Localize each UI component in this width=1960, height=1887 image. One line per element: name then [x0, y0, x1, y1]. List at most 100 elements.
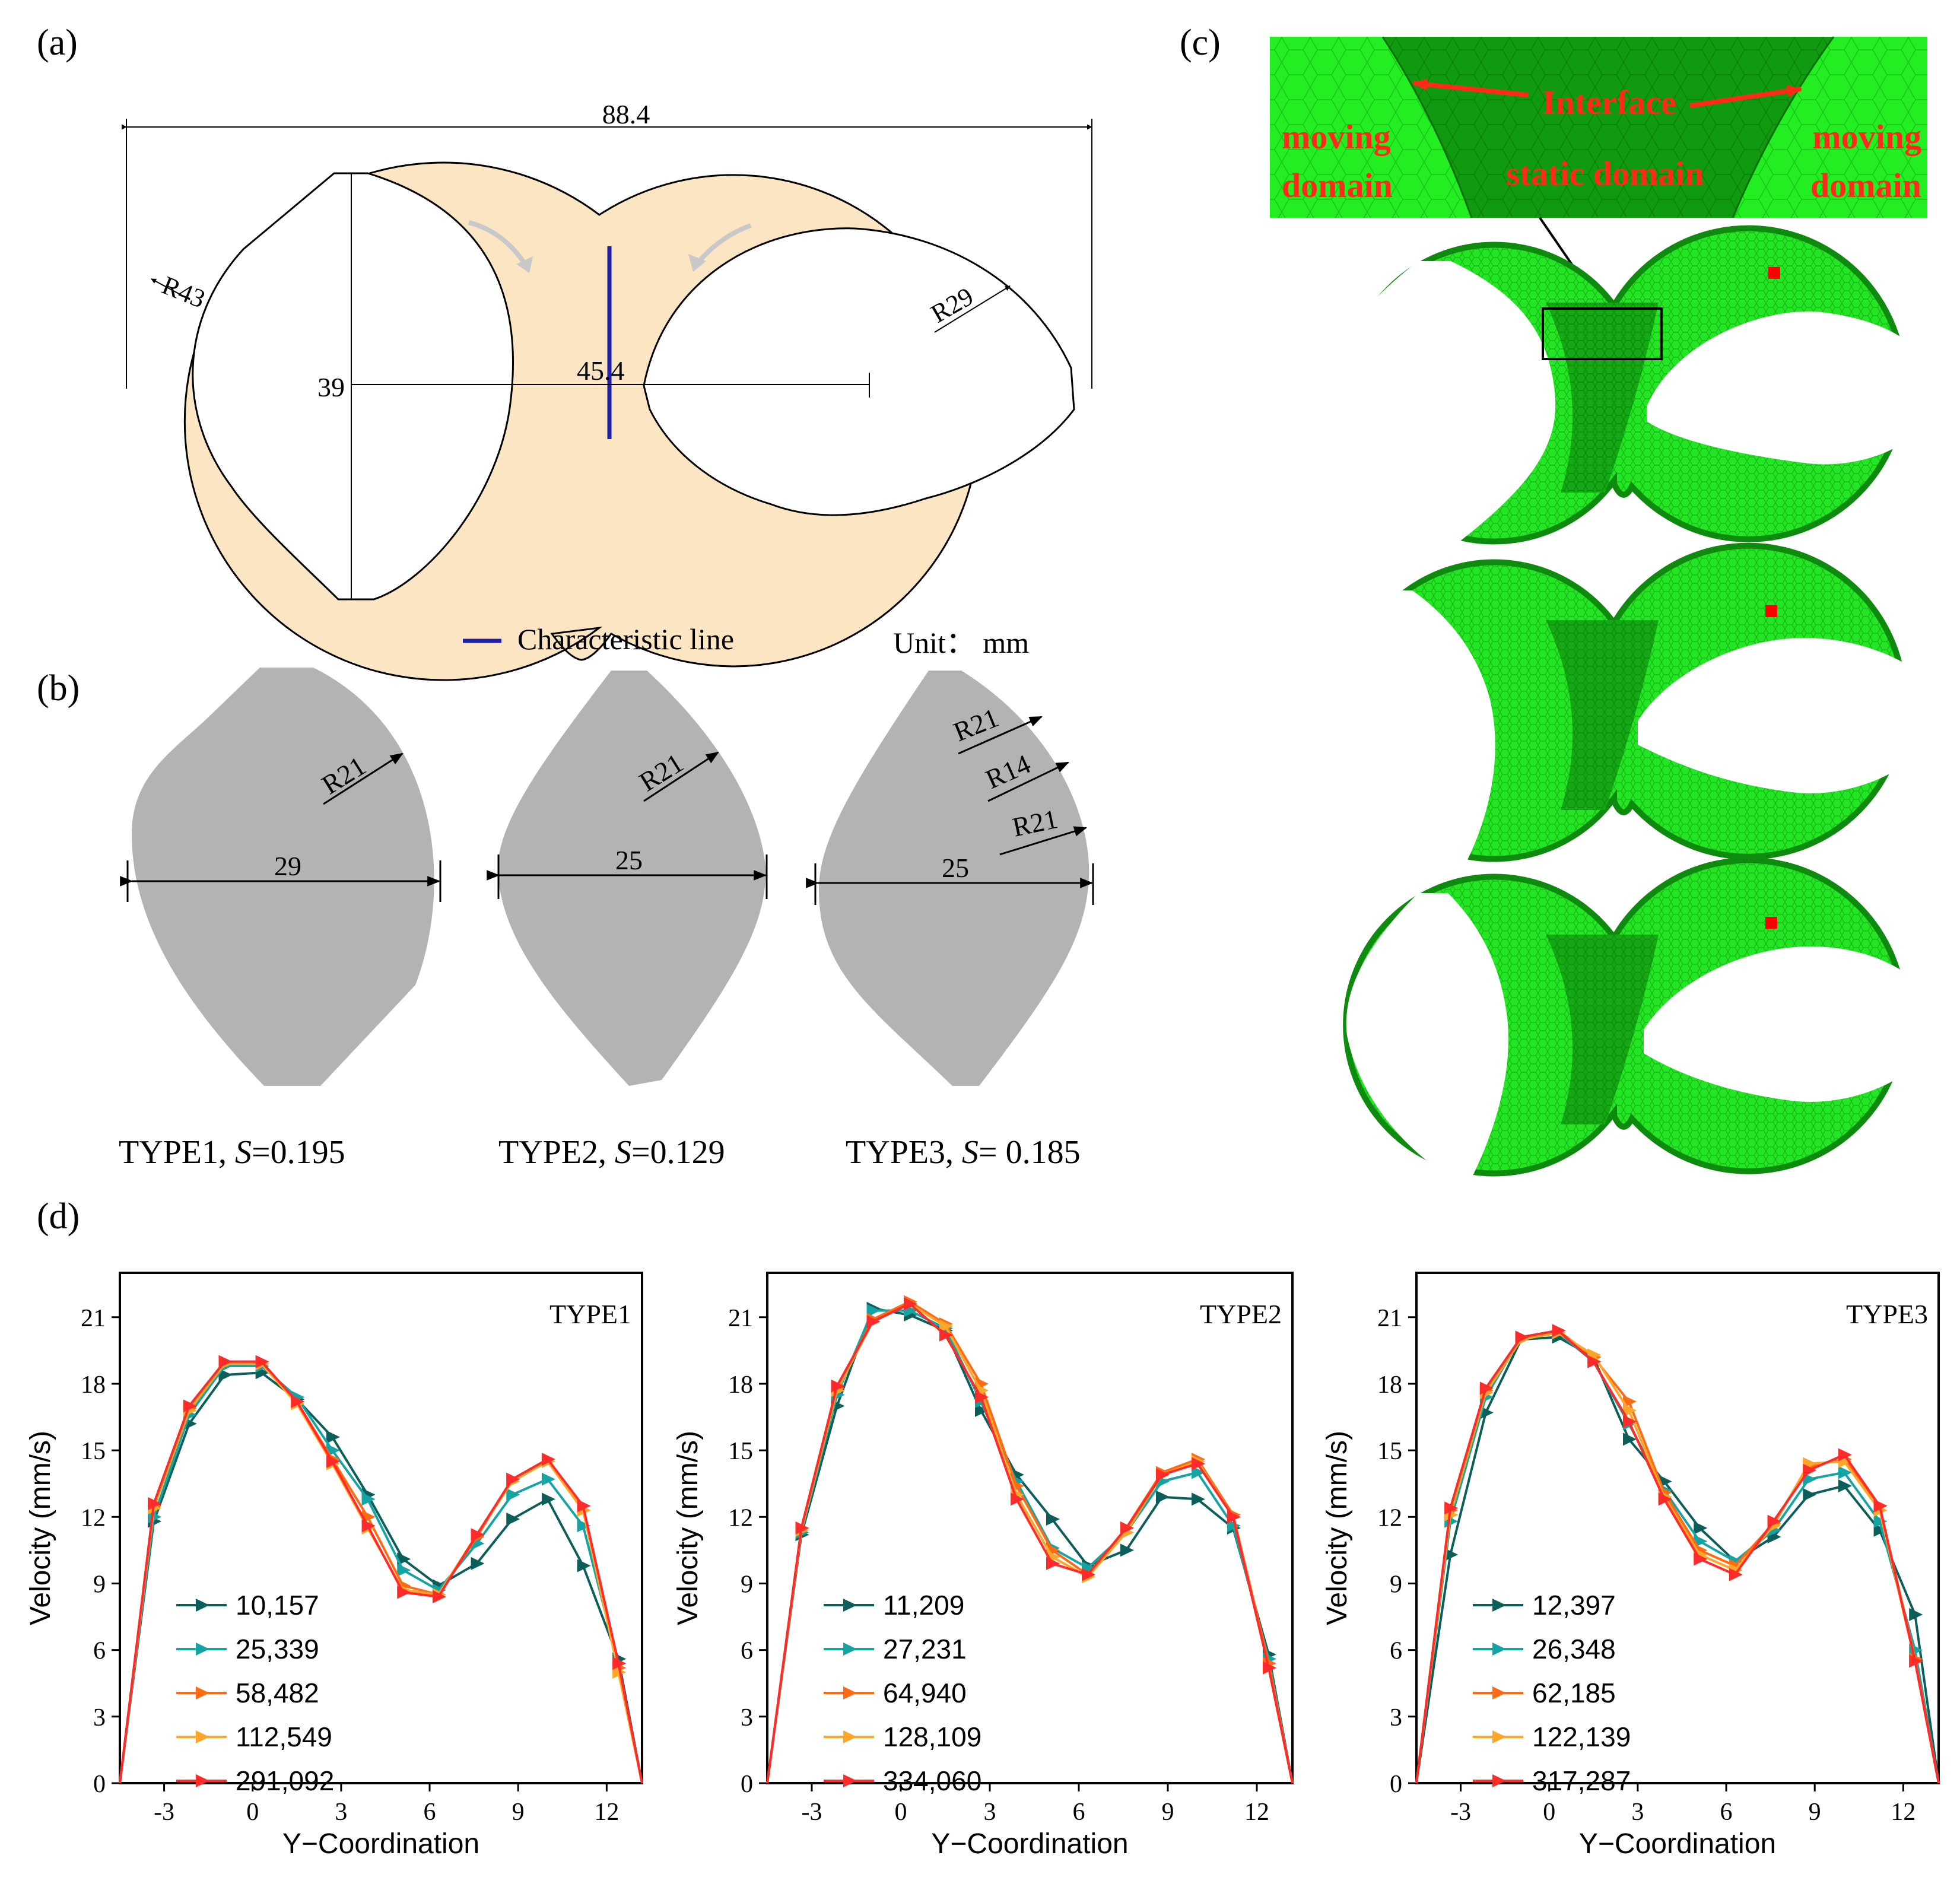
x-axis-label: Y−Coordination — [931, 1828, 1128, 1860]
data-point — [1552, 1324, 1566, 1338]
panel-label-c: (c) — [1180, 23, 1221, 63]
data-point — [397, 1586, 411, 1599]
y-axis-label: Velocity (mm/s) — [1322, 1431, 1353, 1625]
data-point — [541, 1453, 555, 1466]
data-point — [218, 1355, 233, 1368]
data-point — [1694, 1521, 1708, 1535]
data-point — [326, 1454, 340, 1468]
data-point — [939, 1328, 953, 1342]
y-tick-label: 21 — [81, 1305, 106, 1332]
data-point — [1444, 1548, 1459, 1561]
data-point — [577, 1519, 591, 1533]
data-point — [1838, 1466, 1852, 1479]
panel-b: R21 29 TYPE1, S=0.195 R21 25 TYPE2, S=0.… — [119, 668, 1094, 1171]
y-tick-label: 3 — [741, 1704, 753, 1732]
data-point — [1156, 1468, 1170, 1482]
legend-marker — [1492, 1599, 1506, 1612]
data-point — [866, 1304, 881, 1317]
characteristic-line-legend-label: Characteristic line — [517, 622, 734, 656]
y-tick-label: 21 — [1377, 1305, 1402, 1332]
data-point — [577, 1559, 591, 1572]
legend-marker — [1492, 1686, 1506, 1699]
data-point — [1479, 1381, 1494, 1395]
y-tick-label: 6 — [741, 1638, 753, 1665]
data-point — [1120, 1543, 1134, 1557]
data-point — [1587, 1355, 1602, 1368]
plot-frame — [119, 1272, 643, 1784]
dim-88-label: 88.4 — [602, 99, 650, 129]
rotor-type1-width: 29 — [274, 851, 301, 881]
y-axis-label: Velocity (mm/s) — [25, 1431, 56, 1625]
legend-marker — [843, 1730, 857, 1743]
legend-label: 64,940 — [883, 1678, 967, 1708]
y-axis-label: Velocity (mm/s) — [672, 1431, 704, 1625]
data-point — [326, 1430, 340, 1444]
data-point — [1192, 1492, 1205, 1506]
moving-domain-left-line1: moving — [1282, 117, 1391, 156]
data-point — [506, 1513, 520, 1526]
x-tick-label: -3 — [154, 1799, 174, 1826]
flow-arrow-left — [468, 220, 529, 269]
x-tick-label: 0 — [1543, 1799, 1555, 1826]
rotor-type1-caption: TYPE1, S=0.195 — [119, 1134, 345, 1171]
data-point — [1622, 1432, 1637, 1446]
legend-label: 122,139 — [1532, 1721, 1631, 1752]
flow-arrow-left-head — [516, 256, 533, 273]
series-line — [766, 1303, 1294, 1784]
r43-leader — [151, 278, 190, 300]
mesh-view-1 — [1335, 225, 1929, 546]
chart-title: TYPE2 — [1200, 1299, 1282, 1329]
data-point — [1873, 1499, 1888, 1513]
y-tick-label: 0 — [1390, 1771, 1402, 1798]
data-point — [1622, 1403, 1637, 1417]
series-line — [119, 1362, 643, 1784]
x-tick-label: -3 — [802, 1799, 822, 1826]
y-tick-label: 18 — [728, 1371, 753, 1399]
rotor-type1: R21 29 TYPE1, S=0.195 — [119, 668, 441, 1171]
data-point — [1622, 1415, 1637, 1428]
mesh-zoom-inset: Interface moving domain static domain mo… — [1270, 36, 1927, 218]
rotor-type2: R21 25 TYPE2, S=0.129 — [487, 671, 768, 1171]
y-tick-label: 15 — [81, 1438, 106, 1465]
data-point — [1873, 1514, 1888, 1528]
data-point — [1873, 1523, 1888, 1537]
legend-marker — [196, 1686, 209, 1699]
x-axis-label: Y−Coordination — [1579, 1828, 1776, 1860]
data-point — [541, 1492, 555, 1506]
series-line — [119, 1360, 643, 1784]
y-tick-label: 18 — [81, 1371, 106, 1399]
y-tick-label: 3 — [93, 1704, 106, 1732]
data-point — [1082, 1568, 1095, 1581]
legend-marker — [196, 1599, 209, 1612]
interface-label: Interface — [1542, 83, 1676, 122]
series-line — [1415, 1329, 1940, 1784]
rotor-type3-caption: TYPE3, S= 0.185 — [846, 1134, 1081, 1171]
right-rotor-cutout — [643, 227, 1075, 516]
data-point — [1658, 1492, 1672, 1506]
x-tick-label: 12 — [1891, 1799, 1915, 1826]
data-point — [1046, 1513, 1060, 1526]
legend-marker — [196, 1730, 209, 1743]
y-tick-label: 15 — [728, 1438, 753, 1465]
data-point — [471, 1556, 485, 1570]
chart-1: 0 3 6 9 12 15 18 21 -3 0 3 6 9 12 Y−Coordination Veloci… — [25, 1272, 643, 1860]
y-tick-label: 0 — [741, 1771, 753, 1798]
panel-label-b: (b) — [37, 668, 80, 709]
static-domain-label: static domain — [1506, 154, 1704, 193]
zoom-box — [1542, 307, 1663, 360]
data-point — [1838, 1448, 1852, 1462]
data-point — [471, 1528, 485, 1542]
legend-marker — [843, 1774, 857, 1787]
legend-marker — [843, 1643, 857, 1656]
legend-label: 112,549 — [236, 1721, 332, 1752]
r29-leader — [934, 285, 1011, 333]
panel-d-charts: 0 3 6 9 12 15 18 21 -3 0 3 6 9 12 Y−Coordination Veloci… — [25, 1272, 1940, 1860]
x-tick-label: 0 — [246, 1799, 259, 1826]
data-point — [975, 1390, 989, 1404]
probe-marker — [1765, 605, 1777, 617]
data-point — [1729, 1568, 1743, 1581]
plot-frame — [766, 1272, 1294, 1784]
x-tick-label: 12 — [594, 1799, 619, 1826]
legend-marker — [843, 1686, 857, 1699]
x-tick-label: 3 — [984, 1799, 996, 1826]
